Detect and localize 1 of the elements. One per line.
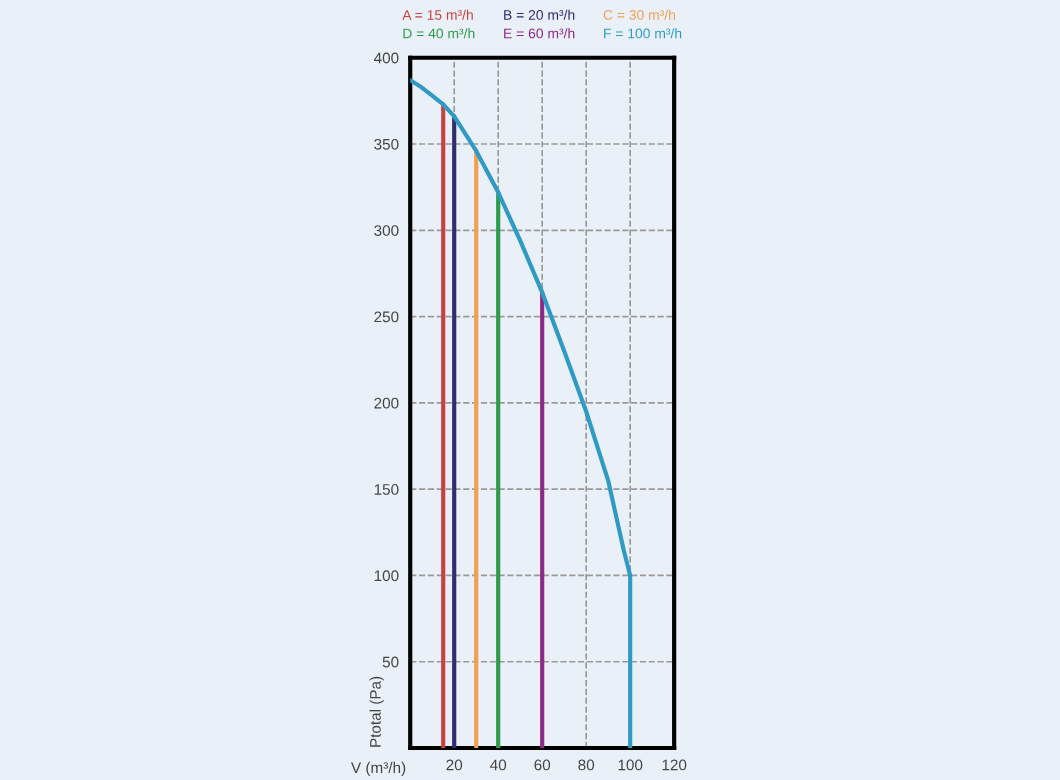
line-series: [410, 78, 633, 749]
